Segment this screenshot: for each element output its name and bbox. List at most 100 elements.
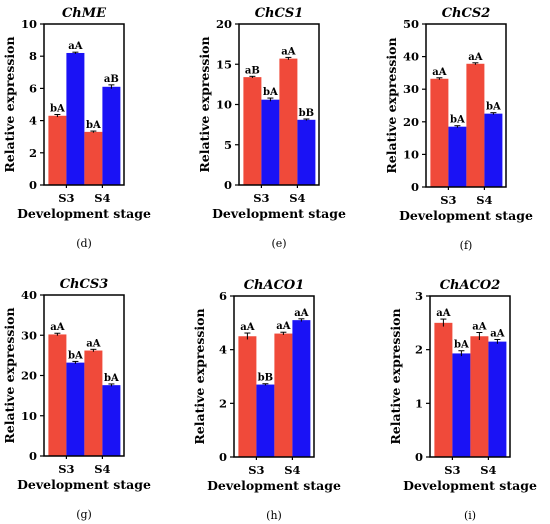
y-tick-label: 6 [219, 289, 227, 303]
x-tick-label-S4: S4 [284, 463, 300, 477]
y-axis-label: Relative expression [192, 308, 207, 444]
y-tick-label: 10 [21, 409, 37, 423]
significance-label-series1-S4: aA [281, 46, 295, 57]
significance-label-series2-S3: bB [258, 373, 273, 384]
significance-label-series1-S3: aA [432, 67, 446, 78]
significance-label-series1-S3: aB [245, 65, 260, 76]
y-tick-label: 4 [219, 343, 227, 357]
x-axis-label: Development stage [207, 478, 341, 493]
significance-label-series2-S4: aA [490, 328, 504, 339]
y-tick-label: 0 [29, 449, 37, 463]
significance-label-series1-S4: bA [86, 120, 101, 131]
chart-title: ChCS2 [442, 6, 491, 21]
x-axis-label: Development stage [212, 206, 346, 221]
chart-title: ChCS1 [255, 6, 304, 21]
bar-series1-S3 [243, 77, 262, 185]
panel-label: (e) [271, 237, 286, 250]
x-tick-label-S4: S4 [289, 191, 305, 205]
y-tick-label: 10 [403, 147, 419, 161]
y-axis-label: Relative expression [384, 37, 399, 173]
y-tick-label: 40 [403, 50, 419, 64]
plot-frame [238, 23, 320, 186]
x-tick-label-S4: S4 [94, 462, 110, 476]
chart-panel-ChME: ChME Relative expression bA aA S3 bA aB S4 0 2 4 6 8… [2, 6, 151, 250]
chart-title: ChCS3 [60, 277, 109, 292]
y-tick-label: 40 [21, 288, 37, 302]
bar-series2-S4 [484, 113, 503, 187]
significance-label-series2-S3: aA [68, 41, 82, 52]
x-axis-label: Development stage [17, 206, 151, 221]
bar-series1-S3 [434, 322, 453, 457]
significance-label-series1-S4: aA [86, 338, 100, 349]
plot-frame [425, 23, 507, 188]
x-tick-label-S3: S3 [58, 191, 74, 205]
significance-label-series1-S3: aA [240, 322, 254, 333]
plot-frame [43, 294, 125, 457]
bar-series1-S4 [274, 333, 293, 457]
significance-label-series2-S3: bA [68, 350, 83, 361]
y-tick-label: 30 [403, 82, 419, 96]
x-tick-label-S3: S3 [253, 191, 269, 205]
chart-panel-ChACO1: ChACO1 Relative expression aA bB S3 aA aA S4 0 2 4… [192, 278, 341, 522]
y-tick-label: 8 [29, 49, 37, 63]
y-tick-label: 20 [216, 17, 232, 31]
chart-title: ChACO1 [244, 278, 305, 293]
significance-label-series2-S4: aA [294, 308, 308, 319]
y-axis-label: Relative expression [197, 36, 212, 172]
y-tick-label: 2 [219, 396, 227, 410]
y-tick-label: 0 [224, 178, 232, 192]
panel-label: (h) [266, 509, 282, 522]
bar-series1-S3 [48, 334, 67, 456]
significance-label-series2-S3: bA [454, 340, 469, 351]
bar-series1-S4 [466, 63, 485, 187]
significance-label-series1-S4: aA [276, 321, 290, 332]
x-tick-label-S3: S3 [248, 463, 264, 477]
y-tick-label: 4 [29, 114, 37, 128]
bar-series2-S4 [297, 119, 316, 185]
y-tick-label: 15 [216, 57, 232, 71]
y-tick-label: 1 [415, 396, 423, 410]
plot-frame [233, 295, 315, 458]
y-tick-label: 0 [411, 180, 419, 194]
bar-series1-S4 [84, 131, 103, 185]
significance-label-series1-S4: aA [472, 321, 486, 332]
y-tick-label: 20 [21, 369, 37, 383]
x-axis-label: Development stage [399, 208, 533, 223]
significance-label-series2-S3: bA [263, 87, 278, 98]
x-tick-label-S3: S3 [58, 462, 74, 476]
y-tick-label: 6 [29, 81, 37, 95]
y-tick-label: 2 [29, 146, 37, 160]
x-tick-label-S4: S4 [476, 193, 492, 207]
y-tick-label: 50 [403, 17, 419, 31]
bar-series1-S4 [84, 350, 103, 456]
x-axis-label: Development stage [403, 478, 537, 493]
panel-label: (g) [76, 508, 92, 521]
bar-series2-S4 [292, 320, 311, 457]
bar-series2-S3 [452, 353, 471, 457]
panel-label: (i) [464, 509, 476, 522]
bar-series2-S4 [102, 86, 121, 185]
bar-series2-S3 [261, 99, 280, 185]
y-axis-label: Relative expression [2, 36, 17, 172]
chart-title: ChACO2 [440, 278, 501, 293]
bar-series1-S4 [279, 58, 298, 185]
significance-label-series2-S4: bA [486, 102, 501, 113]
panel-label: (d) [76, 237, 92, 250]
x-tick-label-S4: S4 [480, 463, 496, 477]
y-tick-label: 10 [216, 98, 232, 112]
chart-title: ChME [62, 6, 107, 21]
bar-series2-S4 [102, 385, 121, 456]
significance-label-series2-S4: bB [299, 108, 314, 119]
y-tick-label: 0 [29, 178, 37, 192]
y-axis-label: Relative expression [388, 308, 403, 444]
panel-label: (f) [460, 239, 473, 252]
significance-label-series1-S3: bA [50, 103, 65, 114]
y-tick-label: 30 [21, 328, 37, 342]
y-tick-label: 0 [219, 450, 227, 464]
y-tick-label: 2 [415, 343, 423, 357]
bar-series2-S3 [66, 362, 85, 456]
x-axis-label: Development stage [17, 477, 151, 492]
bar-series2-S3 [256, 384, 275, 457]
